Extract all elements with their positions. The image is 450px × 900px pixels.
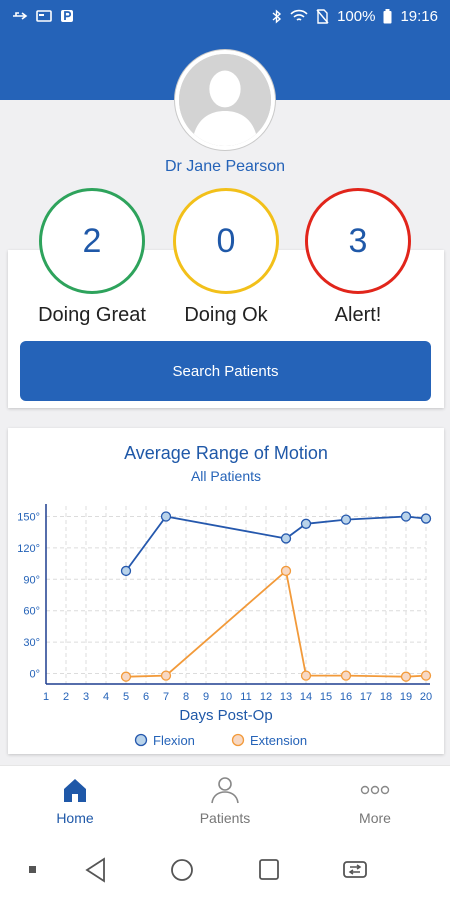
person-icon	[211, 777, 239, 804]
data-point-flexion	[280, 533, 292, 544]
y-tick-label: 90°	[23, 574, 40, 586]
usb-icon	[13, 12, 28, 20]
x-axis-label: Days Post-Op	[179, 707, 272, 724]
x-tick-label: 20	[420, 691, 432, 703]
person-silhouette-icon	[179, 54, 271, 146]
chart-subtitle: All Patients	[191, 468, 261, 484]
battery-percent: 100%	[337, 7, 376, 25]
x-tick-label: 1	[43, 691, 49, 703]
x-tick-label: 15	[320, 691, 332, 703]
stat-ring: 3	[305, 188, 411, 294]
data-point-extension	[420, 670, 432, 681]
y-tick-label: 150°	[17, 511, 40, 523]
avatar[interactable]	[175, 50, 275, 150]
y-tick-label: 120°	[17, 543, 40, 555]
x-tick-label: 5	[123, 691, 129, 703]
nav-home-label: Home	[56, 810, 94, 826]
y-tick-label: 0°	[29, 669, 40, 681]
x-tick-label: 7	[163, 691, 169, 703]
x-tick-label: 13	[280, 691, 292, 703]
x-tick-label: 19	[400, 691, 412, 703]
system-nav-bar	[0, 840, 450, 900]
home-circle-icon[interactable]	[169, 856, 195, 884]
bottom-nav: Home Patients More	[0, 765, 450, 840]
data-point-flexion	[400, 511, 412, 522]
recents-square-icon[interactable]	[257, 856, 281, 884]
data-point-extension	[400, 671, 412, 682]
wifi-icon	[290, 9, 308, 21]
legend-marker-extension	[231, 733, 245, 747]
status-left-icons	[12, 9, 74, 23]
y-tick-label: 30°	[23, 637, 40, 649]
x-tick-label: 3	[83, 691, 89, 703]
battery-icon	[383, 8, 392, 23]
nav-home[interactable]: Home	[20, 776, 130, 826]
series-line-extension	[125, 569, 427, 678]
data-point-extension	[280, 565, 292, 577]
stat-alert[interactable]: 3 Alert!	[288, 188, 428, 327]
stat-label: Alert!	[334, 304, 382, 326]
x-tick-label: 16	[340, 691, 352, 703]
x-tick-label: 17	[360, 691, 372, 703]
data-point-extension	[300, 670, 312, 681]
y-tick-label: 60°	[23, 606, 40, 618]
stat-count: 2	[82, 221, 102, 260]
back-triangle-icon[interactable]	[84, 856, 108, 884]
doctor-name: Dr Jane Pearson	[164, 158, 286, 175]
stat-doing-ok[interactable]: 0 Doing Ok	[156, 188, 296, 327]
search-patients-button[interactable]: Search Patients	[20, 341, 431, 401]
x-tick-label: 11	[240, 691, 251, 703]
nav-patients[interactable]: Patients	[170, 776, 280, 826]
data-point-flexion	[340, 514, 352, 525]
chart-title: Average Range of Motion	[124, 443, 328, 463]
x-tick-label: 2	[63, 691, 69, 703]
stat-count: 3	[348, 221, 368, 260]
data-point-extension	[160, 670, 172, 681]
status-right-icons: 100% 19:16	[272, 8, 438, 25]
x-tick-label: 12	[260, 691, 272, 703]
x-tick-label: 8	[183, 691, 189, 703]
clock: 19:16	[400, 7, 438, 25]
series-line-flexion	[125, 515, 427, 572]
x-tick-label: 4	[103, 691, 109, 703]
bluetooth-icon	[272, 8, 282, 24]
stat-count: 0	[216, 221, 236, 260]
nav-patients-label: Patients	[199, 810, 251, 826]
no-sim-icon	[316, 8, 329, 24]
data-point-flexion	[120, 565, 132, 577]
stat-ring: 2	[39, 188, 145, 294]
x-tick-label: 18	[380, 691, 392, 703]
card-icon	[36, 10, 52, 22]
stat-label: Doing Great	[38, 304, 146, 326]
more-dots-icon	[360, 785, 390, 795]
nav-more[interactable]: More	[320, 776, 430, 826]
legend-marker-flexion	[134, 733, 148, 747]
status-bar: 100% 19:16	[0, 0, 450, 32]
x-tick-label: 6	[143, 691, 149, 703]
data-point-extension	[120, 671, 132, 682]
switch-app-icon[interactable]	[341, 856, 369, 884]
data-point-flexion	[420, 513, 432, 524]
legend-label-extension: Extension	[250, 733, 307, 748]
x-tick-label: 10	[220, 691, 232, 703]
parking-icon	[61, 10, 73, 22]
data-point-flexion	[300, 518, 312, 529]
data-point-flexion	[160, 511, 172, 522]
stat-label: Doing Ok	[184, 304, 268, 326]
stat-ring: 0	[173, 188, 279, 294]
legend-label-flexion: Flexion	[153, 733, 195, 748]
home-icon	[64, 779, 86, 802]
nav-more-label: More	[359, 810, 391, 826]
stat-doing-great[interactable]: 2 Doing Great	[22, 188, 162, 327]
chart-card: Average Range of Motion All Patients 1 2 3 4 5…	[8, 428, 444, 754]
square-dot-icon[interactable]	[28, 856, 38, 884]
x-tick-label: 9	[203, 691, 209, 703]
data-point-extension	[340, 670, 352, 681]
x-tick-label: 14	[300, 691, 312, 703]
